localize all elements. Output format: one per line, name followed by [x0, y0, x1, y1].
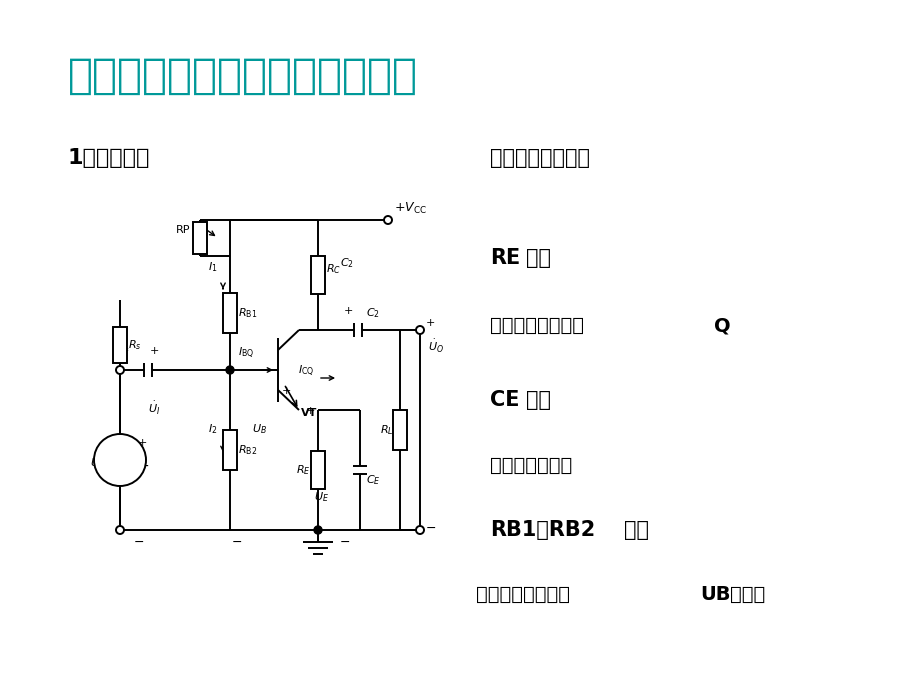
Text: $+V_{\rm CC}$: $+V_{\rm CC}$	[393, 201, 426, 216]
Circle shape	[415, 326, 424, 334]
Text: $C_1$: $C_1$	[116, 338, 130, 352]
Text: RB1、RB2: RB1、RB2	[490, 520, 595, 540]
Text: $I_{\rm BQ}$: $I_{\rm BQ}$	[238, 346, 254, 361]
Circle shape	[116, 366, 124, 374]
Text: 作用: 作用	[526, 390, 550, 410]
Text: 作用: 作用	[526, 248, 550, 268]
Text: $\dot{U}_O$: $\dot{U}_O$	[427, 337, 444, 355]
FancyBboxPatch shape	[113, 327, 127, 363]
Text: $\dot{U}_I$: $\dot{U}_I$	[148, 400, 160, 417]
Text: $R_C$: $R_C$	[325, 262, 341, 276]
Circle shape	[313, 526, 322, 534]
Text: 作用: 作用	[623, 520, 648, 540]
Text: +: +	[150, 346, 159, 356]
Text: Q: Q	[713, 316, 730, 335]
Circle shape	[116, 526, 124, 534]
FancyBboxPatch shape	[193, 222, 207, 254]
Text: $R_L$: $R_L$	[380, 423, 393, 437]
Text: RP: RP	[176, 225, 190, 235]
Circle shape	[94, 434, 146, 486]
Text: ~: ~	[112, 453, 128, 473]
Text: +: +	[425, 318, 435, 328]
FancyBboxPatch shape	[222, 430, 237, 470]
Text: −: −	[134, 536, 144, 549]
FancyBboxPatch shape	[311, 451, 324, 489]
Text: −: −	[138, 459, 150, 473]
Text: 部分元器件的作用: 部分元器件的作用	[490, 148, 589, 168]
Text: $R_s$: $R_s$	[128, 338, 142, 352]
Text: $C_E$: $C_E$	[366, 473, 380, 487]
Text: RE: RE	[490, 248, 519, 268]
FancyBboxPatch shape	[392, 410, 406, 450]
Text: 1、电路图：: 1、电路图：	[68, 148, 150, 168]
Circle shape	[226, 366, 233, 374]
Text: 提供基极偏置固定: 提供基极偏置固定	[475, 585, 570, 604]
Text: +: +	[344, 306, 353, 316]
Text: $I_1$: $I_1$	[208, 261, 217, 275]
Text: $R_E$: $R_E$	[296, 463, 311, 477]
Text: $U_B$: $U_B$	[252, 422, 267, 436]
Text: $R_{\rm B1}$: $R_{\rm B1}$	[238, 306, 257, 320]
Text: $R_{\rm B2}$: $R_{\rm B2}$	[238, 443, 257, 457]
Text: 抑制交流负反馈: 抑制交流负反馈	[490, 456, 572, 475]
Text: $C_2$: $C_2$	[340, 256, 354, 270]
Text: −: −	[232, 536, 243, 549]
Text: $U_E$: $U_E$	[313, 490, 329, 504]
Text: −: −	[425, 522, 436, 535]
Text: 引入直流反馈稳定: 引入直流反馈稳定	[490, 316, 584, 335]
Circle shape	[383, 216, 391, 224]
FancyBboxPatch shape	[222, 293, 237, 333]
FancyBboxPatch shape	[311, 256, 324, 294]
Text: $I_{\rm CQ}$: $I_{\rm CQ}$	[298, 364, 314, 379]
Text: CE: CE	[490, 390, 519, 410]
Text: 点电位: 点电位	[729, 585, 765, 604]
Text: 二、分压偏置式共发射极放大器: 二、分压偏置式共发射极放大器	[68, 55, 417, 97]
Text: VT: VT	[301, 408, 317, 418]
Text: +: +	[119, 346, 130, 356]
Text: +: +	[282, 386, 291, 396]
Circle shape	[415, 526, 424, 534]
Text: +: +	[138, 438, 147, 448]
Text: +: +	[306, 406, 315, 416]
Text: $\dot{U}_s$: $\dot{U}_s$	[90, 453, 104, 471]
Text: $C_2$: $C_2$	[366, 306, 380, 319]
Text: $I_2$: $I_2$	[208, 422, 217, 436]
Text: −: −	[340, 536, 350, 549]
Text: UB: UB	[699, 585, 730, 604]
